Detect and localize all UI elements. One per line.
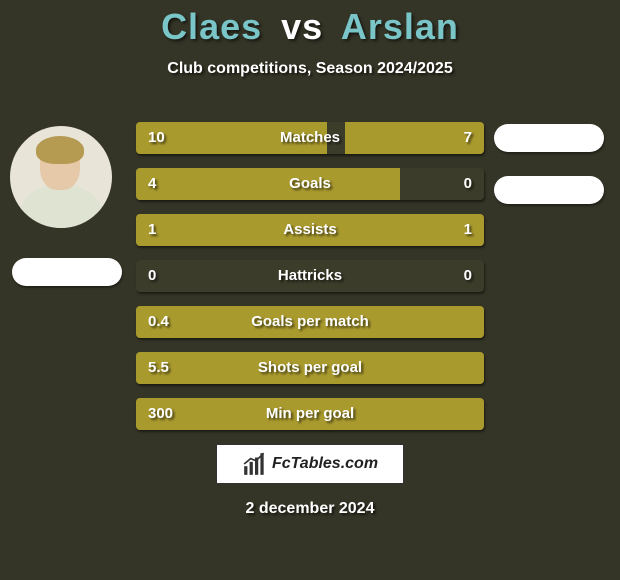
vs-text: vs <box>281 6 323 47</box>
stat-fill-left <box>136 168 400 200</box>
chart-icon <box>242 451 268 477</box>
stat-row: 5.5Shots per goal <box>136 352 484 384</box>
stat-fill-left <box>136 122 327 154</box>
stat-value-right: 0 <box>464 260 472 292</box>
stat-fill-right <box>310 214 484 246</box>
comparison-bars: 107Matches40Goals11Assists00Hattricks0.4… <box>136 122 484 444</box>
stat-row: 300Min per goal <box>136 398 484 430</box>
footer-date: 2 december 2024 <box>0 500 620 518</box>
stat-value-left: 0 <box>148 260 156 292</box>
comparison-title: Claes vs Arslan <box>0 0 620 48</box>
stat-row: 0 0Hattricks <box>136 260 484 292</box>
stat-row: 107Matches <box>136 122 484 154</box>
site-logo: FcTables.com <box>216 444 404 484</box>
stat-fill-left <box>136 214 310 246</box>
player1-name-pill <box>12 258 122 286</box>
player1-avatar <box>10 126 112 228</box>
stat-row: 11Assists <box>136 214 484 246</box>
player2-name: Arslan <box>341 6 459 47</box>
stat-fill-left <box>136 306 484 338</box>
stat-fill-left <box>136 398 484 430</box>
player2-name-pill <box>494 176 604 204</box>
stat-row: 40Goals <box>136 168 484 200</box>
stat-row: 0.4Goals per match <box>136 306 484 338</box>
stat-fill-left <box>136 352 484 384</box>
player1-name: Claes <box>161 6 262 47</box>
subtitle: Club competitions, Season 2024/2025 <box>0 60 620 78</box>
stat-label: Hattricks <box>136 260 484 292</box>
site-name: FcTables.com <box>272 455 378 473</box>
stat-fill-right <box>345 122 484 154</box>
player2-avatar-placeholder <box>494 124 604 152</box>
stat-value-right: 0 <box>464 168 472 200</box>
